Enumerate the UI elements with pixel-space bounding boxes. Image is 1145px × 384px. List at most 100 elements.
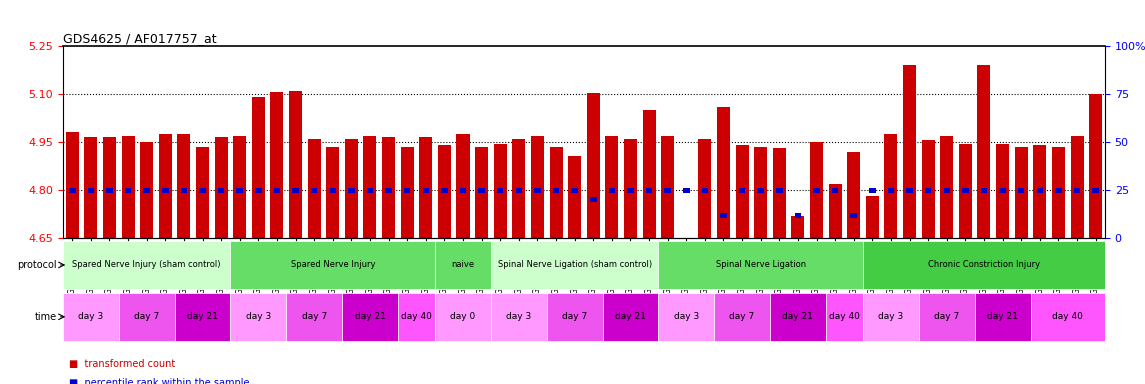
Bar <box>386 187 392 192</box>
Bar <box>658 241 863 289</box>
Bar <box>758 187 764 192</box>
Text: day 7: day 7 <box>134 312 159 321</box>
Bar <box>863 293 919 341</box>
Text: day 3: day 3 <box>246 312 271 321</box>
Bar <box>918 293 974 341</box>
Bar <box>571 187 578 192</box>
Bar <box>553 187 559 192</box>
Text: ■  percentile rank within the sample: ■ percentile rank within the sample <box>69 378 250 384</box>
Text: GDS4625 / AF017757_at: GDS4625 / AF017757_at <box>63 32 216 45</box>
Bar <box>1089 94 1103 238</box>
Bar <box>720 212 727 217</box>
Bar <box>922 141 934 238</box>
Text: day 21: day 21 <box>187 312 218 321</box>
Bar <box>658 293 714 341</box>
Bar <box>925 187 931 192</box>
Bar <box>866 197 879 238</box>
Bar <box>63 293 119 341</box>
Bar <box>568 156 582 238</box>
Bar <box>437 145 451 238</box>
Bar <box>1052 147 1065 238</box>
Bar <box>237 187 243 192</box>
Bar <box>274 187 281 192</box>
Bar <box>661 136 674 238</box>
Bar <box>664 187 671 192</box>
Bar <box>642 110 656 238</box>
Bar <box>903 65 916 238</box>
Text: day 3: day 3 <box>506 312 531 321</box>
Bar <box>457 134 469 238</box>
Bar <box>1014 147 1028 238</box>
Bar <box>512 139 526 238</box>
Bar <box>491 293 547 341</box>
Bar <box>606 136 618 238</box>
Bar <box>832 187 838 192</box>
Bar <box>234 136 246 238</box>
Text: day 0: day 0 <box>450 312 475 321</box>
Bar <box>85 137 97 238</box>
Bar <box>63 241 230 289</box>
Bar <box>684 187 689 192</box>
Bar <box>943 187 950 192</box>
Bar <box>646 187 653 192</box>
Bar <box>345 139 358 238</box>
Bar <box>717 107 731 238</box>
Bar <box>974 293 1030 341</box>
Bar <box>181 187 187 192</box>
Bar <box>624 139 637 238</box>
Bar <box>981 187 987 192</box>
Bar <box>515 187 522 192</box>
Text: Spared Nerve Injury (sham control): Spared Nerve Injury (sham control) <box>72 260 221 270</box>
Bar <box>491 241 658 289</box>
Text: Spinal Nerve Ligation (sham control): Spinal Nerve Ligation (sham control) <box>498 260 652 270</box>
Bar <box>366 187 373 192</box>
Bar <box>103 137 116 238</box>
Text: naive: naive <box>451 260 474 270</box>
Bar <box>423 187 429 192</box>
Bar <box>829 184 842 238</box>
Bar <box>140 142 153 238</box>
Bar <box>363 136 377 238</box>
Bar <box>550 147 562 238</box>
Bar <box>735 145 749 238</box>
Bar <box>289 91 302 238</box>
Bar <box>419 137 433 238</box>
Bar <box>702 187 708 192</box>
Bar <box>739 187 745 192</box>
Bar <box>143 187 150 192</box>
Bar <box>1030 293 1105 341</box>
Bar <box>218 187 224 192</box>
Bar <box>1000 187 1005 192</box>
Text: day 21: day 21 <box>782 312 813 321</box>
Bar <box>69 187 76 192</box>
Bar <box>330 187 335 192</box>
Text: day 7: day 7 <box>301 312 326 321</box>
Text: day 3: day 3 <box>878 312 903 321</box>
Bar <box>401 147 413 238</box>
Text: day 7: day 7 <box>562 312 587 321</box>
Bar <box>531 136 544 238</box>
Bar <box>252 97 264 238</box>
Text: time: time <box>35 312 57 322</box>
Bar <box>348 187 355 192</box>
Bar <box>88 187 94 192</box>
Bar <box>404 187 410 192</box>
Text: day 3: day 3 <box>673 312 698 321</box>
Bar <box>887 187 894 192</box>
Text: ■  transformed count: ■ transformed count <box>69 359 175 369</box>
Bar <box>125 187 132 192</box>
Bar <box>826 293 863 341</box>
Bar <box>590 197 597 202</box>
Bar <box>497 187 504 192</box>
Bar <box>1036 187 1043 192</box>
Bar <box>292 187 299 192</box>
Bar <box>813 187 820 192</box>
Bar <box>230 293 286 341</box>
Bar <box>776 187 782 192</box>
Bar <box>196 147 210 238</box>
Bar <box>326 147 339 238</box>
Bar <box>609 187 615 192</box>
Bar <box>884 134 898 238</box>
Bar <box>286 293 342 341</box>
Text: protocol: protocol <box>17 260 57 270</box>
